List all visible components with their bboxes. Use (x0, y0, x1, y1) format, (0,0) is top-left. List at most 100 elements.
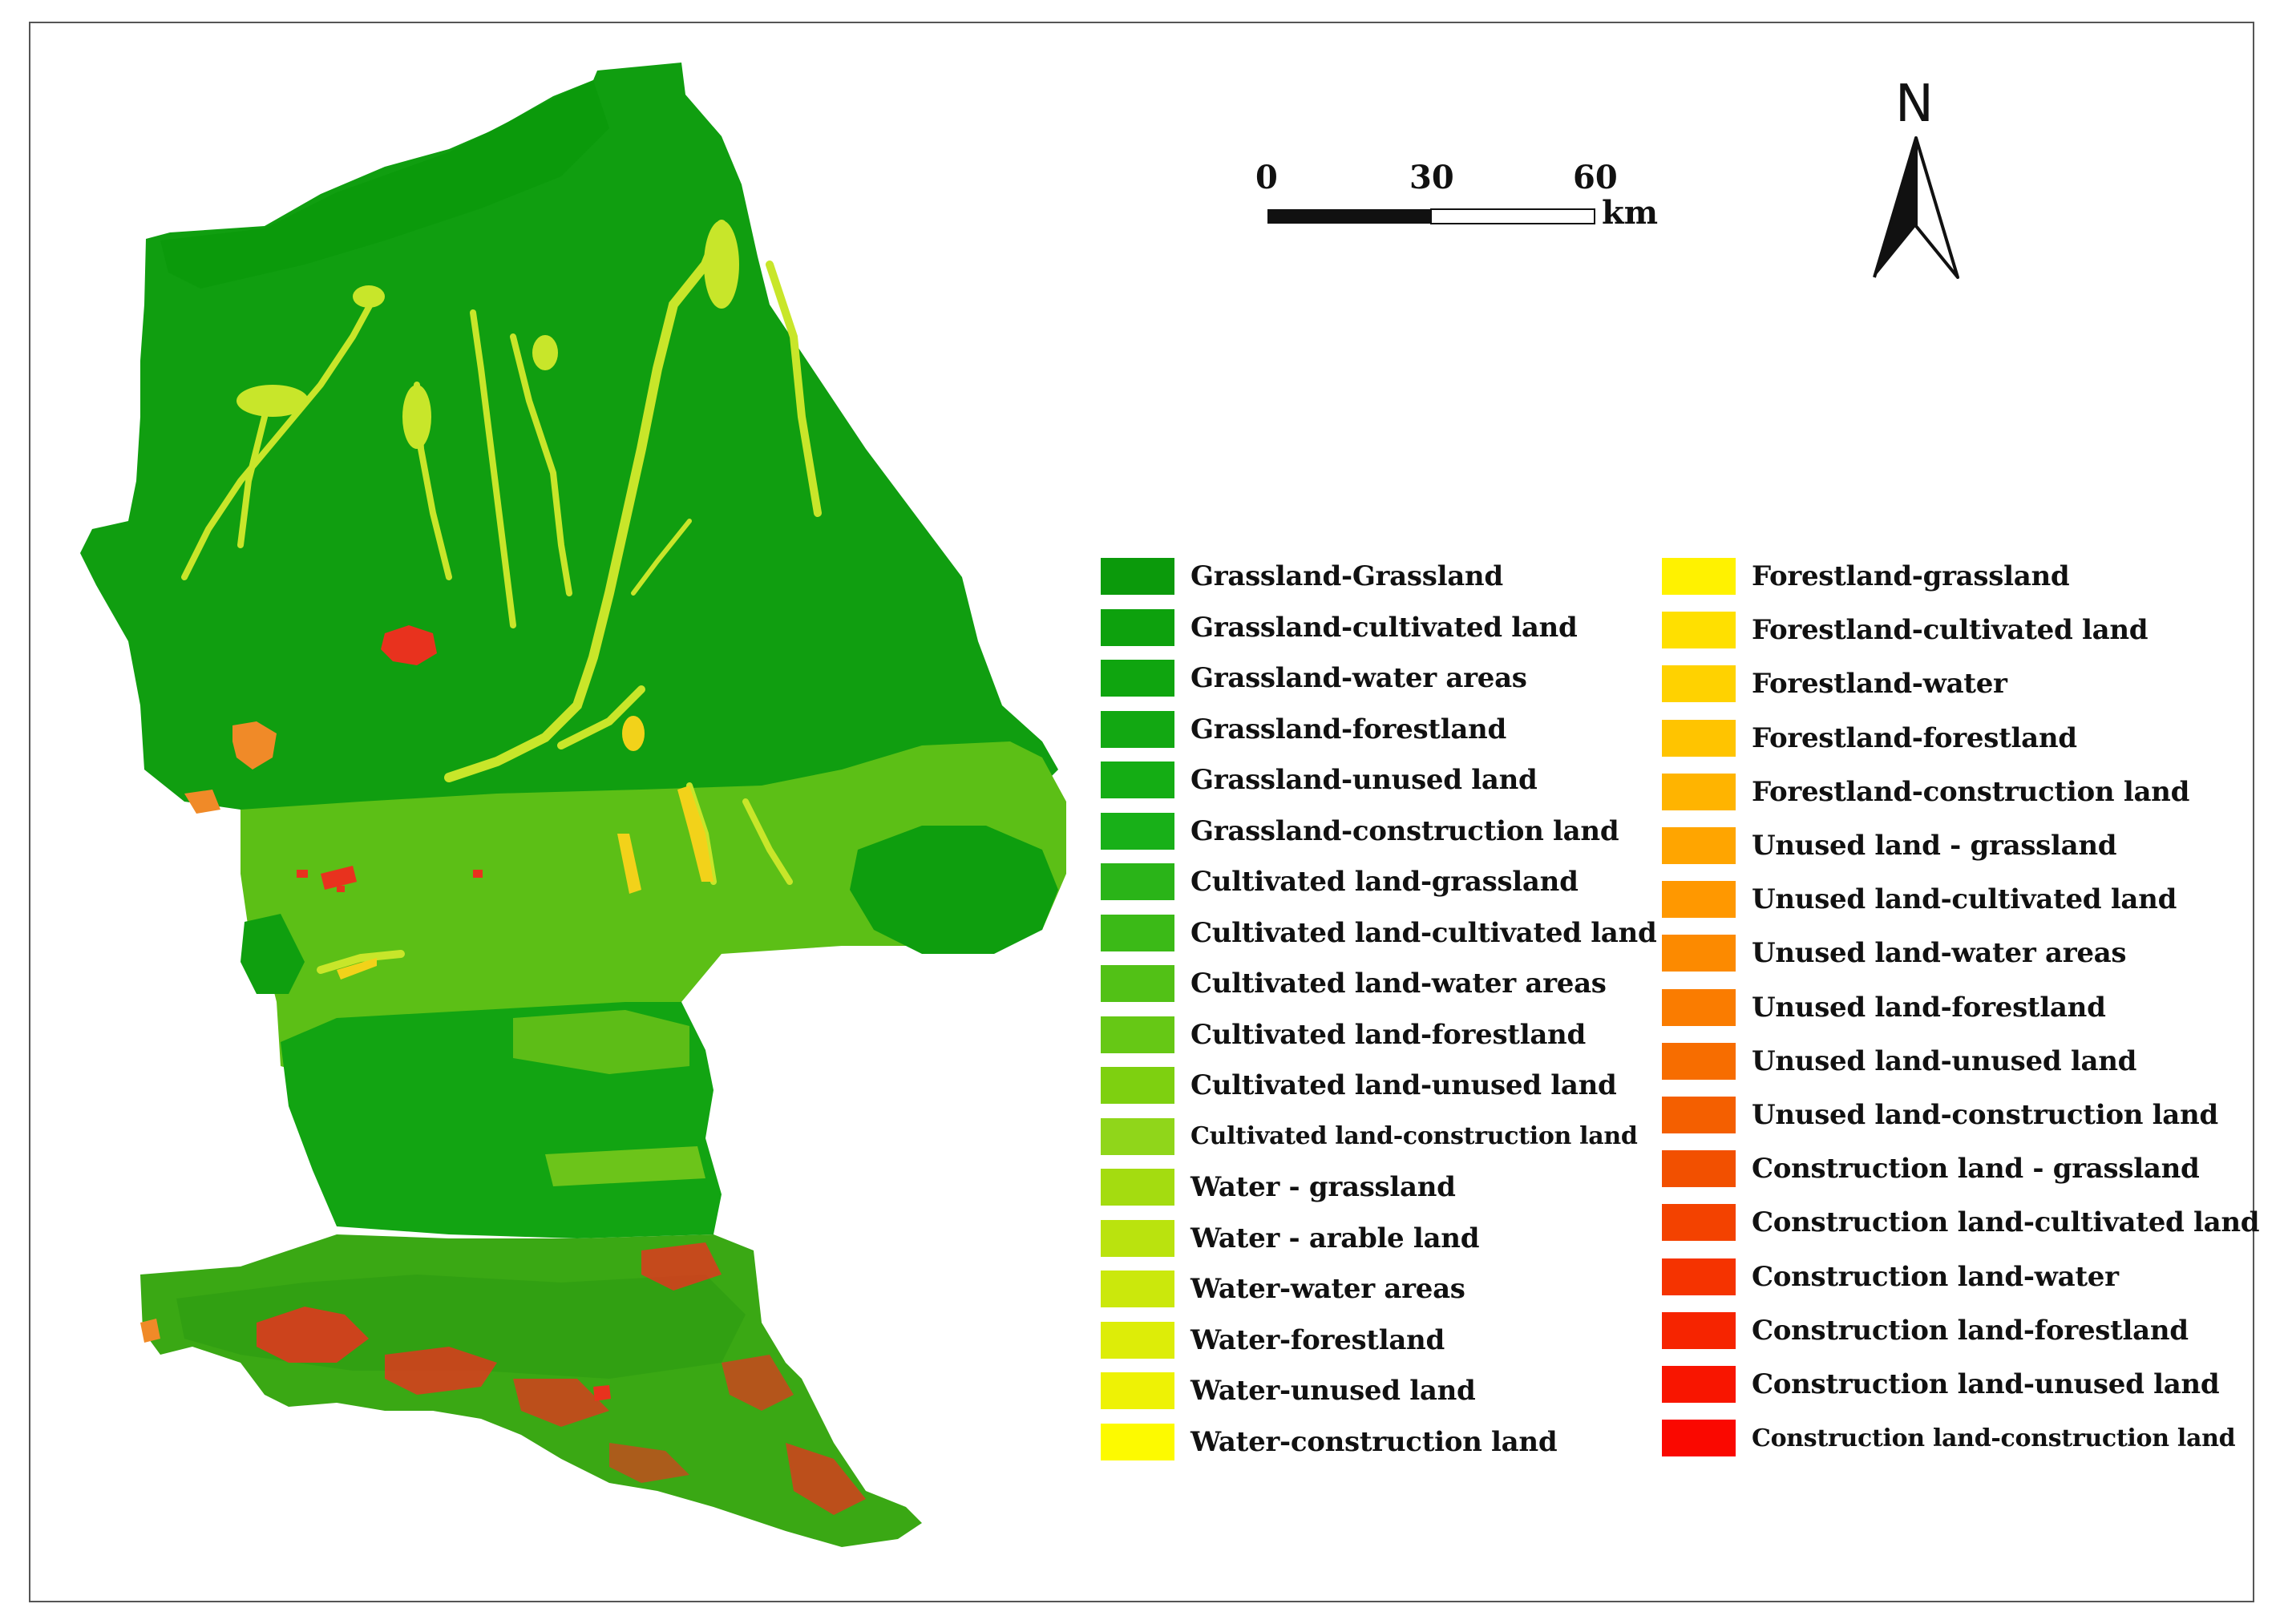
legend-label: Unused land-water areas (1752, 937, 2127, 970)
legend-swatch (1662, 1204, 1736, 1242)
legend-label: Water-water areas (1191, 1273, 1465, 1305)
legend-swatch (1662, 1042, 1736, 1080)
legend-item: Cultivated land-forestland (1101, 1016, 1586, 1054)
legend-label: Forestland-cultivated land (1752, 614, 2149, 647)
legend-swatch (1101, 1271, 1174, 1307)
legend-label: Grassland-water areas (1191, 662, 1527, 694)
legend-item: Forestland-construction land (1662, 773, 2189, 811)
legend-label: Water-construction land (1191, 1425, 1558, 1458)
scale-tick-30: 30 (1409, 159, 1454, 196)
legend-label: Construction land-construction land (1752, 1424, 2236, 1452)
legend-item: Water - arable land (1101, 1219, 1479, 1258)
region-central-cultivated (241, 741, 1066, 1098)
legend-swatch (1101, 1016, 1174, 1053)
legend-swatch (1662, 558, 1736, 595)
legend-swatch (1101, 1067, 1174, 1104)
legend-label: Forestland-forestland (1752, 721, 2077, 754)
legend-swatch (1101, 965, 1174, 1002)
legend-swatch (1662, 1258, 1736, 1295)
legend-item: Construction land-water (1662, 1258, 2119, 1296)
legend-label: Cultivated land-water areas (1191, 968, 1607, 1000)
map-frame (29, 22, 2254, 1602)
legend-label: Unused land-forestland (1752, 991, 2106, 1024)
legend-swatch (1101, 863, 1174, 900)
legend-swatch (1101, 1117, 1174, 1155)
legend-item: Construction land-cultivated land (1662, 1203, 2260, 1242)
river-network (181, 220, 822, 974)
legend-item: Grassland-construction land (1101, 812, 1619, 850)
legend-swatch (1662, 719, 1736, 757)
region-north-grassland-dark (160, 80, 609, 289)
region-middle-cultivated-strip (545, 1146, 705, 1186)
legend-item: Cultivated land-construction land (1101, 1117, 1638, 1156)
legend-swatch (1101, 1219, 1174, 1257)
legend-item: Forestland-forestland (1662, 719, 2077, 757)
legend-label: Cultivated land-construction land (1191, 1122, 1638, 1150)
legend-label: Cultivated land-unused land (1191, 1069, 1617, 1101)
scale-tick-60: 60 (1573, 159, 1618, 196)
legend-swatch (1662, 773, 1736, 810)
legend-item: Construction land-unused land (1662, 1365, 2220, 1404)
legend-item: Grassland-unused land (1101, 761, 1538, 799)
legend-item: Water-unused land (1101, 1372, 1476, 1410)
study-area-region (80, 63, 1066, 1547)
legend-swatch (1101, 812, 1174, 850)
north-arrow-icon (1873, 136, 1959, 279)
legend-item: Unused land-water areas (1662, 934, 2127, 972)
legend-label: Construction land-water (1752, 1260, 2119, 1293)
legend-label: Forestland-grassland (1752, 560, 2070, 592)
legend-swatch (1662, 612, 1736, 649)
legend-item: Water - grassland (1101, 1168, 1456, 1206)
legend-swatch (1101, 914, 1174, 951)
legend-item: Cultivated land-cultivated land (1101, 914, 1657, 952)
legend-item: Water-water areas (1101, 1270, 1465, 1308)
legend-swatch (1662, 1150, 1736, 1188)
legend-item: Cultivated land-unused land (1101, 1066, 1617, 1105)
legend-label: Cultivated land-cultivated land (1191, 916, 1657, 949)
legend-swatch (1101, 660, 1174, 697)
legend-swatch (1662, 988, 1736, 1026)
legend-item: Construction land-forestland (1662, 1311, 2189, 1350)
scale-tick-0: 0 (1255, 159, 1278, 196)
forestland-patches (337, 716, 713, 980)
legend-swatch (1101, 608, 1174, 646)
scale-bar-black-segment (1267, 209, 1431, 224)
legend-swatch (1662, 665, 1736, 703)
legend-swatch (1662, 1420, 1736, 1457)
legend-swatch (1101, 1372, 1174, 1409)
legend-swatch (1101, 710, 1174, 748)
region-west-grassland-lobe (241, 914, 305, 994)
legend-swatch (1101, 762, 1174, 798)
legend-label: Grassland-forestland (1191, 713, 1506, 745)
legend-item: Grassland-forestland (1101, 710, 1506, 749)
legend-item: Cultivated land-water areas (1101, 964, 1607, 1003)
legend-item: Grassland-cultivated land (1101, 608, 1578, 647)
legend-label: Cultivated land-forestland (1191, 1018, 1586, 1051)
legend-swatch (1662, 881, 1736, 919)
legend-swatch (1101, 558, 1174, 595)
legend-item: Grassland-water areas (1101, 659, 1527, 697)
legend-label: Construction land - grassland (1752, 1153, 2200, 1186)
legend-label: Forestland-water (1752, 668, 2007, 701)
legend-swatch (1101, 1321, 1174, 1359)
legend-item: Forestland-water (1662, 665, 2007, 703)
legend-item: Unused land-construction land (1662, 1096, 2218, 1134)
legend-item: Forestland-cultivated land (1662, 611, 2149, 649)
legend-swatch (1662, 1366, 1736, 1403)
legend-label: Unused land - grassland (1752, 830, 2117, 862)
legend-label: Construction land-cultivated land (1752, 1206, 2260, 1239)
legend-label: Unused land-cultivated land (1752, 883, 2177, 916)
legend-label: Construction land-forestland (1752, 1314, 2189, 1347)
legend-label: Grassland-unused land (1191, 764, 1538, 796)
region-east-grassland (850, 826, 1058, 954)
legend-swatch (1662, 827, 1736, 864)
legend-swatch (1662, 935, 1736, 972)
legend-swatch (1101, 1169, 1174, 1206)
legend-item: Water-forestland (1101, 1321, 1445, 1359)
legend-label: Grassland-Grassland (1191, 560, 1503, 592)
north-label: N (1895, 75, 1934, 134)
legend-label: Water - arable land (1191, 1222, 1480, 1254)
region-middle-cultivated-patch (513, 1010, 689, 1074)
legend-swatch (1101, 1423, 1174, 1460)
